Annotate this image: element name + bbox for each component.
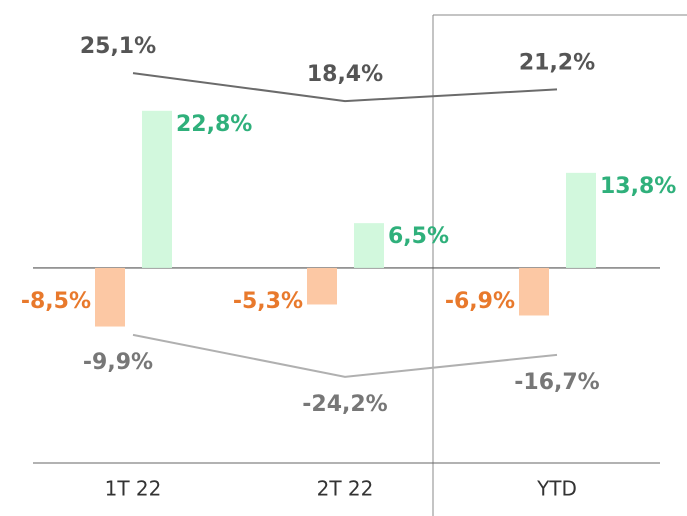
- bar: [519, 267, 549, 316]
- bar: [566, 172, 596, 268]
- data-label: -6,9%: [445, 289, 515, 314]
- bar: [307, 267, 337, 305]
- bar: [142, 110, 172, 268]
- data-label: 22,8%: [176, 112, 252, 137]
- data-label: -16,7%: [514, 370, 599, 395]
- line: [132, 72, 558, 103]
- x-tick-label: 1T 22: [105, 477, 162, 501]
- x-tick-label: 2T 22: [317, 477, 374, 501]
- data-label: -8,5%: [21, 289, 91, 314]
- data-label: 13,8%: [600, 174, 676, 199]
- data-label: 18,4%: [307, 62, 383, 87]
- bar: [354, 223, 384, 268]
- bar: [95, 267, 125, 327]
- data-label: 6,5%: [388, 224, 449, 249]
- data-label: -24,2%: [302, 392, 387, 417]
- line: [132, 333, 558, 378]
- data-label: 25,1%: [80, 34, 156, 59]
- data-label: 21,2%: [519, 50, 595, 75]
- data-label: -5,3%: [233, 289, 303, 314]
- x-tick-label: YTD: [536, 477, 577, 501]
- data-label: -9,9%: [83, 350, 153, 375]
